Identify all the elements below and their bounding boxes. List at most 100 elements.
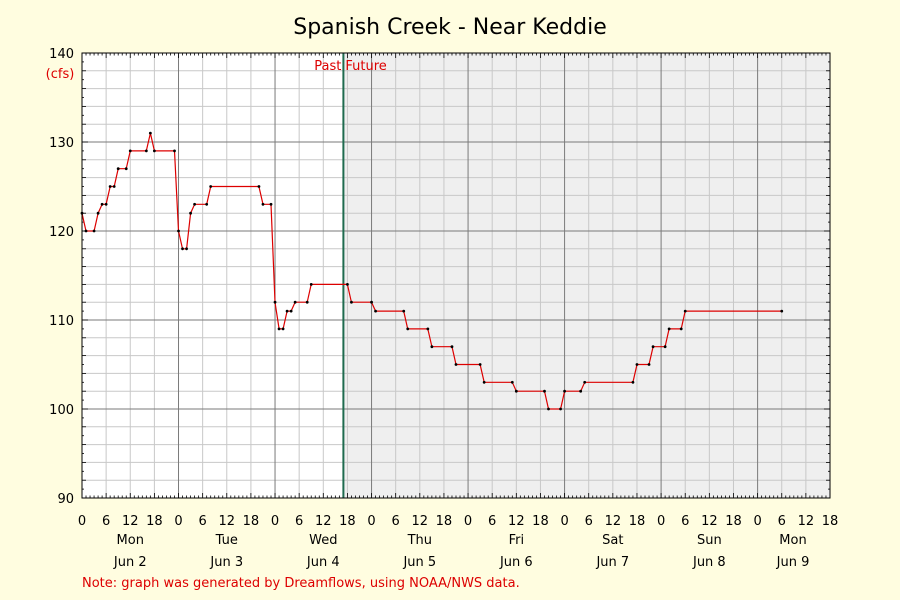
day-of-week-label: Sat (602, 533, 623, 548)
date-label: Jun 7 (595, 555, 629, 570)
data-point (205, 202, 209, 206)
y-tick-label: 130 (49, 136, 74, 151)
hour-tick-label: 12 (701, 514, 718, 529)
y-tick-label: 100 (49, 403, 74, 418)
data-point (478, 363, 482, 366)
data-point (124, 167, 128, 171)
date-label: Jun 9 (776, 555, 810, 570)
data-point (177, 229, 180, 233)
data-point (108, 185, 112, 188)
y-tick-label: 110 (49, 314, 74, 329)
data-point (261, 202, 265, 206)
chart-title: Spanish Creek - Near Keddie (293, 15, 606, 40)
data-point (104, 202, 108, 206)
data-point (92, 229, 96, 233)
hour-tick-label: 12 (219, 514, 236, 529)
y-tick-label: 120 (49, 225, 74, 240)
data-point (426, 327, 430, 331)
data-point (559, 407, 562, 411)
y-tick-labels: 90 100 110 120 130 140 (49, 47, 74, 507)
hour-tick-label: 0 (753, 514, 761, 529)
data-point (406, 327, 410, 331)
data-point (209, 185, 213, 188)
hour-tick-label: 0 (560, 514, 568, 529)
flow-series-line (81, 132, 782, 410)
hour-tick-label: 18 (146, 514, 163, 529)
data-point (277, 327, 281, 331)
data-point (100, 202, 104, 206)
day-of-week-label: Thu (407, 533, 432, 548)
data-point (281, 327, 285, 331)
data-point (402, 309, 406, 313)
hour-tick-label: 12 (412, 514, 429, 529)
hour-tick-label: 6 (681, 514, 689, 529)
data-point (543, 389, 546, 393)
data-point (374, 309, 377, 313)
data-point (450, 345, 454, 349)
hour-tick-label: 18 (436, 514, 453, 529)
data-point (482, 380, 486, 384)
hour-tick-label: 6 (199, 514, 207, 529)
x-tick-labels: 0 6 12 18 0 6 12 18 0 6 12 18 0 6 12 18 0 6 12 18 0 6 12 18 0 6 12… (78, 514, 838, 570)
data-point (189, 211, 192, 215)
data-point (293, 300, 297, 304)
data-point (152, 149, 156, 153)
data-point (651, 345, 655, 349)
hour-tick-label: 18 (725, 514, 742, 529)
data-point (663, 345, 667, 349)
hour-tick-label: 6 (488, 514, 496, 529)
day-of-week-label: Wed (309, 533, 337, 548)
future-label: Future (345, 59, 386, 74)
hour-tick-label: 6 (102, 514, 110, 529)
hour-tick-label: 6 (778, 514, 786, 529)
day-of-week-label: Mon (117, 533, 144, 548)
data-point (780, 309, 784, 313)
hour-tick-label: 12 (315, 514, 332, 529)
hour-tick-label: 0 (657, 514, 665, 529)
future-region (343, 53, 830, 498)
data-point (289, 309, 293, 313)
day-of-week-label: Tue (215, 533, 238, 548)
data-point (185, 247, 188, 251)
hour-tick-label: 0 (78, 514, 86, 529)
hour-tick-label: 12 (122, 514, 139, 529)
y-tick-label: 140 (49, 47, 74, 62)
date-label: Jun 8 (692, 555, 726, 570)
data-point (181, 247, 184, 251)
data-point (309, 283, 313, 286)
data-point (128, 149, 132, 153)
data-point (257, 185, 261, 188)
data-point (631, 380, 635, 384)
hour-tick-label: 0 (174, 514, 182, 529)
data-point (514, 389, 518, 393)
data-point (148, 131, 152, 135)
data-point (547, 407, 550, 411)
hour-tick-label: 6 (585, 514, 593, 529)
date-label: Jun 6 (499, 555, 533, 570)
day-of-week-label: Sun (697, 533, 722, 548)
hour-tick-label: 6 (392, 514, 400, 529)
minor-gridlines (82, 53, 831, 498)
y-tick-label: 90 (57, 492, 74, 507)
data-point (193, 202, 197, 206)
data-point (346, 283, 349, 286)
hour-tick-label: 18 (532, 514, 549, 529)
data-point (370, 300, 373, 304)
flow-series-points (80, 131, 784, 411)
hour-tick-label: 12 (605, 514, 622, 529)
hour-tick-label: 6 (295, 514, 303, 529)
data-point (273, 300, 277, 304)
hour-tick-label: 18 (822, 514, 839, 529)
date-label: Jun 3 (209, 555, 243, 570)
data-point (305, 300, 309, 304)
past-label: Past (314, 59, 341, 74)
data-point (285, 309, 289, 313)
data-point (173, 149, 176, 153)
data-point (563, 389, 566, 393)
y-axis-label: (cfs) (46, 67, 75, 82)
hour-tick-label: 18 (629, 514, 646, 529)
hour-tick-label: 0 (271, 514, 279, 529)
day-of-week-label: Fri (509, 533, 525, 548)
day-of-week-label: Mon (779, 533, 806, 548)
